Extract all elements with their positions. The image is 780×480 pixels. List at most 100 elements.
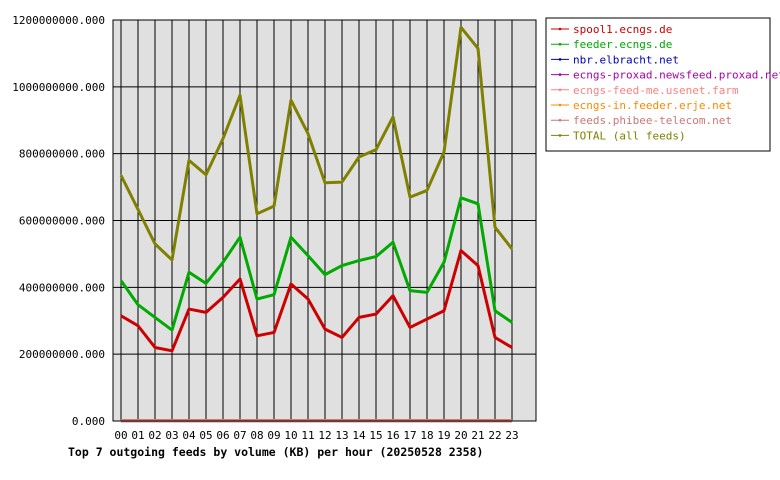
data-point <box>205 311 207 314</box>
x-tick-label: 17 <box>403 429 416 442</box>
data-point <box>443 309 445 312</box>
data-point <box>205 282 207 285</box>
data-point <box>443 261 445 264</box>
data-point <box>120 279 122 282</box>
data-point <box>205 173 207 176</box>
x-tick-label: 10 <box>284 429 297 442</box>
data-point <box>494 226 496 228</box>
legend-marker <box>558 42 562 46</box>
data-point <box>409 289 411 292</box>
x-tick-label: 18 <box>420 429 433 442</box>
data-point <box>392 241 394 244</box>
data-point <box>341 336 343 339</box>
data-point <box>137 324 139 327</box>
x-tick-label: 01 <box>131 429 144 442</box>
data-point <box>188 271 190 274</box>
legend-label: ecngs-feed-me.usenet.farm <box>573 84 739 97</box>
x-axis-tick-labels: 00 01 02 03 04 05 06 07 08 09 10 11 12 13 14 15 16 17 18 19… <box>114 429 518 442</box>
legend-marker <box>558 58 562 61</box>
data-point <box>460 26 462 29</box>
data-point <box>222 261 224 264</box>
legend-label: nbr.elbracht.net <box>573 53 679 66</box>
y-axis-tick-labels: 0.000 200000000.000 400000000.000 600000000… <box>12 14 105 428</box>
data-point <box>375 313 377 315</box>
y-tick-label: 600000000.000 <box>19 215 105 228</box>
x-tick-label: 14 <box>352 429 366 442</box>
data-point <box>188 159 190 162</box>
y-tick-label: 1200000000.000 <box>12 14 105 27</box>
x-tick-label: 03 <box>165 429 178 442</box>
data-point <box>290 99 292 101</box>
data-point <box>477 202 479 205</box>
chart-title: Top 7 outgoing feeds by volume (KB) per … <box>68 445 483 459</box>
data-point <box>392 294 394 297</box>
legend-box <box>545 17 771 152</box>
data-point <box>409 196 411 198</box>
data-point <box>222 137 224 140</box>
x-tick-label: 13 <box>335 429 348 442</box>
y-tick-label: 1000000000.000 <box>12 81 105 94</box>
series-line-1 <box>119 196 513 332</box>
data-point <box>460 249 462 252</box>
data-point <box>307 132 309 135</box>
data-point <box>358 316 360 319</box>
x-tick-label: 20 <box>454 429 467 442</box>
x-tick-label: 21 <box>471 429 484 442</box>
plot-border <box>112 19 537 422</box>
x-tick-label: 08 <box>250 429 263 442</box>
legend-label: spool1.ecngs.de <box>573 23 672 36</box>
x-tick-label: 00 <box>114 429 127 442</box>
y-tick-label: 200000000.000 <box>19 348 105 361</box>
data-point <box>154 346 156 349</box>
x-tick-label: 11 <box>301 429 314 442</box>
data-point <box>171 329 173 331</box>
data-point <box>460 196 462 199</box>
y-tick-label: 0.000 <box>72 415 105 428</box>
legend-label: feeder.ecngs.de <box>573 38 672 51</box>
x-tick-label: 02 <box>148 429 161 442</box>
legend-marker <box>558 88 562 92</box>
data-point <box>256 213 258 215</box>
data-point <box>137 208 139 211</box>
data-point <box>307 254 309 257</box>
data-point <box>426 291 428 294</box>
data-point <box>494 336 496 339</box>
y-tick-label: 800000000.000 <box>19 148 105 161</box>
legend-label: ecngs-proxad.newsfeed.proxad.net <box>573 69 780 82</box>
data-point <box>222 296 224 299</box>
x-tick-label: 09 <box>267 429 280 442</box>
x-tick-label: 06 <box>216 429 229 442</box>
data-point <box>171 259 173 261</box>
data-point <box>375 148 377 151</box>
data-point <box>120 174 122 177</box>
legend-label: feeds.phibee-telecom.net <box>573 114 732 127</box>
data-point <box>409 326 411 329</box>
x-tick-label: 04 <box>182 429 196 442</box>
y-tick-label: 400000000.000 <box>19 281 105 294</box>
data-point <box>290 236 292 239</box>
data-point <box>256 334 258 337</box>
legend-marker <box>558 103 562 107</box>
legend: spool1.ecngs.de feeder.ecngs.de nbr.elbrac… <box>545 17 780 152</box>
data-point <box>477 47 479 50</box>
data-point <box>273 331 275 334</box>
data-point <box>137 303 139 306</box>
legend-marker <box>558 27 562 31</box>
data-point <box>273 205 275 207</box>
data-point <box>239 94 241 96</box>
x-tick-label: 16 <box>386 429 399 442</box>
legend-marker <box>558 134 562 137</box>
series-line-7 <box>119 25 514 262</box>
x-tick-label: 22 <box>488 429 501 442</box>
data-point <box>375 255 377 258</box>
data-point <box>494 309 496 312</box>
x-tick-label: 19 <box>437 429 450 442</box>
data-point <box>443 151 445 153</box>
data-point <box>324 273 326 276</box>
data-point <box>120 314 122 317</box>
data-point <box>188 308 190 310</box>
data-point <box>358 259 360 262</box>
data-point <box>239 236 241 239</box>
data-point <box>273 293 275 296</box>
